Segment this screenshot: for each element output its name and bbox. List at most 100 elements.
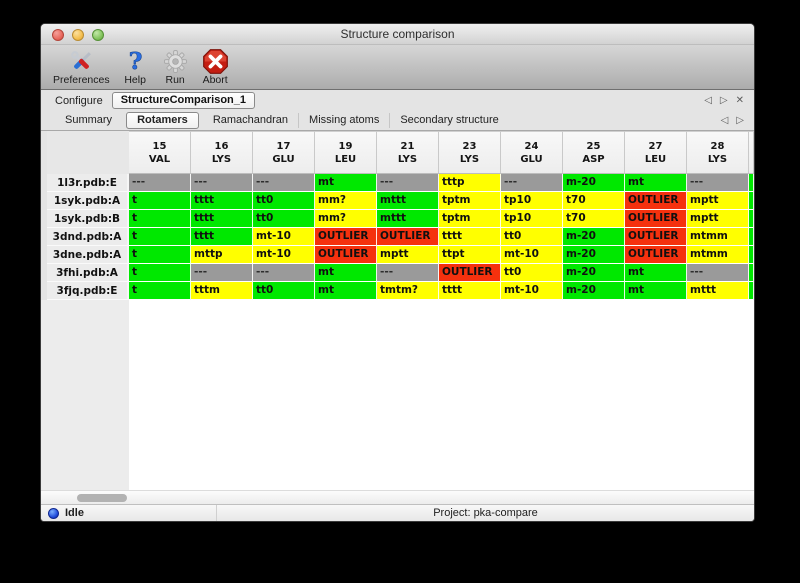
rotamer-cell[interactable]: mttp [191, 246, 253, 264]
rotamer-cell[interactable]: mtmm [687, 246, 749, 264]
close-window-button[interactable] [52, 29, 64, 41]
rotamer-cell[interactable]: mt [625, 174, 687, 192]
rotamer-cell[interactable]: m-20 [563, 282, 625, 300]
rotamer-cell[interactable] [749, 264, 754, 282]
scroll-right-icon[interactable]: ▷ [736, 114, 744, 126]
rotamer-cell[interactable]: mtmm [687, 228, 749, 246]
rotamer-cell[interactable]: t [129, 264, 191, 282]
horizontal-scrollbar[interactable] [41, 490, 754, 504]
scroll-right-icon[interactable]: ▷ [719, 94, 728, 106]
column-header-15[interactable]: 15 VAL [129, 131, 191, 174]
scroll-left-icon[interactable]: ◁ [720, 114, 729, 126]
rotamer-cell[interactable]: tttt [191, 210, 253, 228]
config-tab-structurecomparison-1[interactable]: StructureComparison_1 [111, 92, 256, 109]
rotamer-cell[interactable]: --- [191, 264, 253, 282]
title-bar[interactable]: Structure comparison [41, 24, 754, 45]
rotamer-cell[interactable]: mt [625, 282, 687, 300]
column-header-partial[interactable] [749, 131, 754, 174]
rotamer-cell[interactable]: m-20 [563, 228, 625, 246]
rotamer-cell[interactable]: t [129, 210, 191, 228]
column-header-21[interactable]: 21 LYS [377, 131, 439, 174]
rotamer-cell[interactable]: OUTLIER [439, 264, 501, 282]
minimize-window-button[interactable] [72, 29, 84, 41]
scroll-left-icon[interactable]: ◁ [704, 94, 712, 106]
rotamer-cell[interactable]: mt-10 [501, 282, 563, 300]
row-label[interactable]: 3dne.pdb:A [47, 246, 129, 264]
rotamer-cell[interactable]: t [129, 228, 191, 246]
rotamer-cell[interactable]: mt-10 [501, 246, 563, 264]
rotamer-cell[interactable]: --- [191, 174, 253, 192]
rotamer-cell[interactable]: mt-10 [253, 246, 315, 264]
rotamer-cell[interactable]: OUTLIER [625, 210, 687, 228]
rotamer-cell[interactable] [749, 228, 754, 246]
tab-summary[interactable]: Summary [65, 114, 113, 126]
rotamer-cell[interactable]: OUTLIER [625, 192, 687, 210]
rotamer-cell[interactable]: mptt [687, 192, 749, 210]
preferences-button[interactable]: Preferences [50, 48, 113, 86]
rotamer-cell[interactable]: tttt [191, 192, 253, 210]
rotamer-cell[interactable]: tptm [439, 210, 501, 228]
column-header-27[interactable]: 27 LEU [625, 131, 687, 174]
rotamer-cell[interactable] [749, 210, 754, 228]
rotamer-cell[interactable]: tttt [439, 228, 501, 246]
column-header-28[interactable]: 28 LYS [687, 131, 749, 174]
tab-ramachandran[interactable]: Ramachandran [212, 114, 289, 126]
rotamer-cell[interactable]: --- [377, 264, 439, 282]
rotamer-cell[interactable]: --- [377, 174, 439, 192]
rotamer-cell[interactable]: ttpt [439, 246, 501, 264]
rotamer-cell[interactable]: OUTLIER [625, 228, 687, 246]
horizontal-scrollbar-thumb[interactable] [77, 494, 127, 502]
rotamer-cell[interactable]: mm? [315, 210, 377, 228]
rotamer-cell[interactable]: OUTLIER [377, 228, 439, 246]
row-label[interactable]: 1syk.pdb:B [47, 210, 129, 228]
rotamer-cell[interactable]: mt-10 [253, 228, 315, 246]
row-label[interactable]: 1syk.pdb:A [47, 192, 129, 210]
rotamer-cell[interactable]: --- [253, 264, 315, 282]
tab-secondary-structure[interactable]: Secondary structure [389, 113, 508, 128]
rotamer-cell[interactable]: OUTLIER [315, 228, 377, 246]
rotamer-cell[interactable]: m-20 [563, 264, 625, 282]
rotamer-cell[interactable]: --- [501, 174, 563, 192]
rotamer-cell[interactable]: tt0 [253, 192, 315, 210]
rotamer-cell[interactable] [749, 192, 754, 210]
rotamer-cell[interactable]: --- [253, 174, 315, 192]
rotamer-cell[interactable]: --- [687, 264, 749, 282]
rotamer-cell[interactable]: tttt [439, 282, 501, 300]
rotamer-cell[interactable] [749, 282, 754, 300]
column-header-17[interactable]: 17 GLU [253, 131, 315, 174]
rotamer-cell[interactable]: m-20 [563, 246, 625, 264]
tab-rotamers[interactable]: Rotamers [126, 112, 199, 129]
abort-button[interactable]: Abort [198, 48, 233, 86]
rotamer-cell[interactable]: mt [315, 282, 377, 300]
rotamer-cell[interactable]: tmtm? [377, 282, 439, 300]
rotamer-cell[interactable]: mt [315, 174, 377, 192]
rotamer-cell[interactable]: OUTLIER [315, 246, 377, 264]
rotamer-cell[interactable]: m-20 [563, 174, 625, 192]
row-label[interactable]: 3dnd.pdb:A [47, 228, 129, 246]
rotamer-cell[interactable]: tttp [439, 174, 501, 192]
rotamer-cell[interactable]: t70 [563, 210, 625, 228]
rotamer-cell[interactable]: mt [315, 264, 377, 282]
rotamer-cell[interactable]: --- [687, 174, 749, 192]
rotamer-cell[interactable]: tt0 [253, 210, 315, 228]
rotamer-cell[interactable]: mttt [377, 210, 439, 228]
rotamer-cell[interactable]: tt0 [253, 282, 315, 300]
close-tab-icon[interactable]: ✕ [735, 94, 744, 106]
rotamer-cell[interactable]: t [129, 246, 191, 264]
rotamer-cell[interactable]: mt [625, 264, 687, 282]
rotamer-cell[interactable]: tttm [191, 282, 253, 300]
rotamer-cell[interactable]: mttt [687, 282, 749, 300]
rotamer-cell[interactable]: mttt [377, 192, 439, 210]
rotamer-cell[interactable]: mptt [687, 210, 749, 228]
row-label[interactable]: 1l3r.pdb:E [47, 174, 129, 192]
rotamer-cell[interactable]: mptt [377, 246, 439, 264]
rotamer-cell[interactable] [749, 246, 754, 264]
rotamer-cell[interactable]: tp10 [501, 192, 563, 210]
row-label[interactable]: 3fhi.pdb:A [47, 264, 129, 282]
rotamer-cell[interactable]: tttt [191, 228, 253, 246]
rotamer-cell[interactable]: tp10 [501, 210, 563, 228]
tab-missing-atoms[interactable]: Missing atoms [298, 113, 389, 128]
rotamer-cell[interactable]: mm? [315, 192, 377, 210]
rotamer-cell[interactable]: --- [129, 174, 191, 192]
column-header-24[interactable]: 24 GLU [501, 131, 563, 174]
